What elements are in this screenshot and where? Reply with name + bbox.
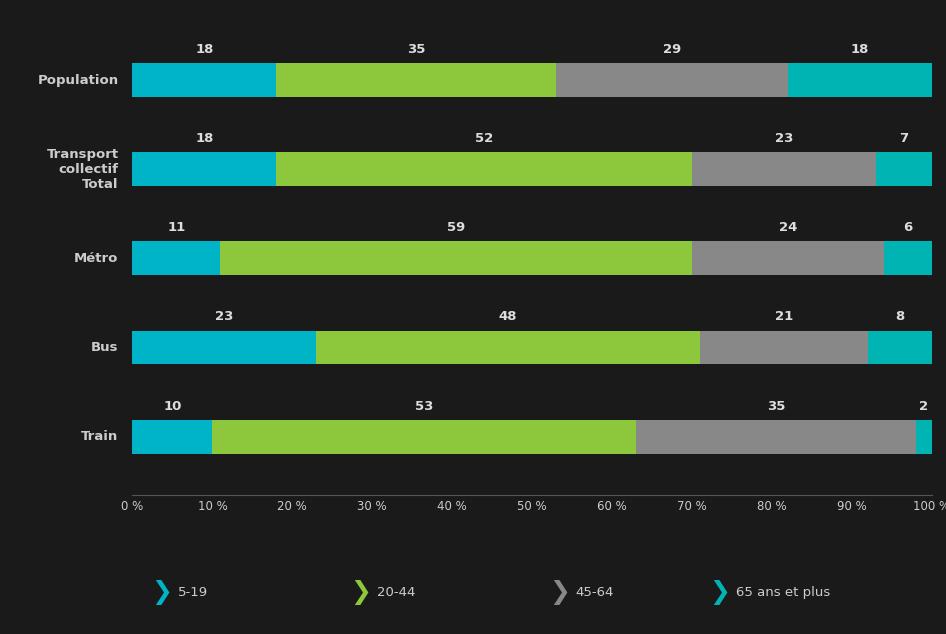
- Text: 23: 23: [775, 132, 793, 145]
- Text: ❯: ❯: [549, 580, 569, 605]
- Bar: [636, 420, 916, 453]
- Bar: [132, 152, 276, 186]
- Bar: [916, 420, 932, 453]
- Text: 35: 35: [767, 399, 785, 413]
- Bar: [692, 242, 884, 275]
- Text: 23: 23: [215, 311, 234, 323]
- Bar: [876, 152, 932, 186]
- Text: 52: 52: [475, 132, 493, 145]
- Text: 20-44: 20-44: [377, 586, 415, 599]
- Bar: [276, 152, 692, 186]
- Text: 2: 2: [920, 399, 928, 413]
- Text: 45-64: 45-64: [575, 586, 614, 599]
- Text: 24: 24: [779, 221, 797, 235]
- Bar: [316, 330, 700, 365]
- Text: ❯: ❯: [710, 580, 730, 605]
- Text: 48: 48: [499, 311, 517, 323]
- Text: 10: 10: [164, 399, 182, 413]
- Text: 7: 7: [900, 132, 908, 145]
- Text: 11: 11: [167, 221, 185, 235]
- Bar: [220, 242, 692, 275]
- Bar: [132, 330, 316, 365]
- Text: 18: 18: [850, 43, 869, 56]
- Text: 18: 18: [195, 132, 214, 145]
- Bar: [132, 420, 212, 453]
- Text: 6: 6: [903, 221, 913, 235]
- Text: 53: 53: [415, 399, 433, 413]
- Text: 21: 21: [775, 311, 793, 323]
- Text: 18: 18: [195, 43, 214, 56]
- Text: ❯: ❯: [151, 580, 172, 605]
- Bar: [276, 63, 556, 97]
- Text: 5-19: 5-19: [178, 586, 208, 599]
- Bar: [132, 63, 276, 97]
- Text: 8: 8: [895, 311, 904, 323]
- Bar: [132, 242, 220, 275]
- Text: 65 ans et plus: 65 ans et plus: [736, 586, 831, 599]
- Bar: [867, 330, 932, 365]
- Text: 29: 29: [663, 43, 681, 56]
- Bar: [700, 330, 867, 365]
- Text: ❯: ❯: [350, 580, 371, 605]
- Bar: [556, 63, 788, 97]
- Text: 35: 35: [407, 43, 426, 56]
- Bar: [212, 420, 636, 453]
- Bar: [788, 63, 932, 97]
- Bar: [884, 242, 932, 275]
- Bar: [692, 152, 876, 186]
- Text: 59: 59: [447, 221, 465, 235]
